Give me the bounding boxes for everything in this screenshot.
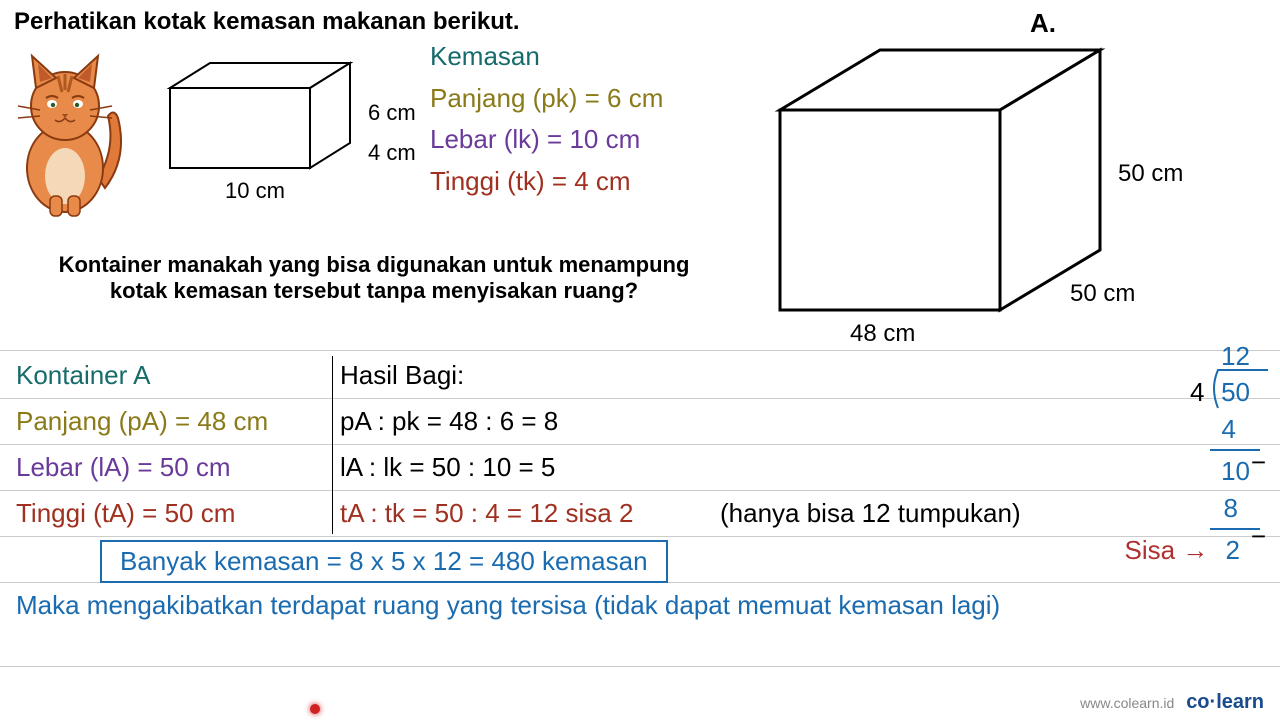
lebar-la: Lebar (lA) = 50 cm bbox=[16, 452, 231, 483]
question-line2: kotak kemasan tersebut tanpa menyisakan … bbox=[14, 278, 734, 304]
row-line bbox=[0, 398, 1280, 399]
small-box-height-label: 6 cm bbox=[368, 100, 416, 126]
kemasan-lebar: Lebar (lk) = 10 cm bbox=[430, 119, 663, 161]
row-line bbox=[0, 536, 1280, 537]
div-tinggi: tA : tk = 50 : 4 = 12 sisa 2 bbox=[340, 498, 633, 529]
div-panjang: pA : pk = 48 : 6 = 8 bbox=[340, 406, 558, 437]
long-division: 12 4 50 4 − 10 8 − Sisa → 2 bbox=[1120, 338, 1260, 568]
question-line1: Kontainer manakah yang bisa digunakan un… bbox=[14, 252, 734, 278]
minus-sign: − bbox=[1251, 444, 1266, 480]
row-line bbox=[0, 490, 1280, 491]
minus-sign: − bbox=[1251, 518, 1266, 554]
kemasan-tinggi: Tinggi (tk) = 4 cm bbox=[430, 161, 663, 203]
kontainer-a-label: Kontainer A bbox=[16, 360, 150, 391]
small-box-width-label: 10 cm bbox=[225, 178, 285, 204]
row-line bbox=[0, 666, 1280, 667]
cursor-dot-icon bbox=[310, 704, 320, 714]
main-title: Perhatikan kotak kemasan makanan berikut… bbox=[14, 8, 520, 36]
question-text: Kontainer manakah yang bisa digunakan un… bbox=[14, 252, 734, 304]
kemasan-title: Kemasan bbox=[430, 36, 663, 78]
row-line bbox=[0, 444, 1280, 445]
watermark-url: www.colearn.id bbox=[1080, 695, 1174, 711]
ld-remainder: 2 bbox=[1226, 535, 1240, 565]
ld-step2: 10 bbox=[1120, 453, 1260, 489]
ld-step1: 4 bbox=[1120, 411, 1260, 447]
big-box-width-label: 48 cm bbox=[850, 320, 915, 348]
row-line bbox=[0, 350, 1280, 351]
watermark-brand: co·learn bbox=[1186, 691, 1264, 713]
result-box: Banyak kemasan = 8 x 5 x 12 = 480 kemasa… bbox=[100, 540, 668, 583]
ld-bracket-icon bbox=[1208, 368, 1268, 412]
hasil-bagi-label: Hasil Bagi: bbox=[340, 360, 464, 391]
sisa-label: Sisa → bbox=[1124, 535, 1208, 565]
ld-divisor: 4 bbox=[1190, 374, 1204, 410]
div-tinggi-note: (hanya bisa 12 tumpukan) bbox=[720, 498, 1021, 529]
tinggi-ta: Tinggi (tA) = 50 cm bbox=[16, 498, 235, 529]
watermark: www.colearn.id co·learn bbox=[1080, 691, 1264, 714]
panjang-pa: Panjang (pA) = 48 cm bbox=[16, 406, 268, 437]
big-box-depth-label: 50 cm bbox=[1070, 280, 1135, 308]
kemasan-list: Kemasan Panjang (pk) = 6 cm Lebar (lk) =… bbox=[430, 36, 663, 202]
cat-illustration bbox=[10, 48, 130, 218]
big-box-height-label: 50 cm bbox=[1118, 160, 1183, 188]
vertical-separator bbox=[332, 356, 333, 534]
conclusion: Maka mengakibatkan terdapat ruang yang t… bbox=[16, 590, 1000, 621]
small-box-depth-label: 4 cm bbox=[368, 140, 416, 166]
div-lebar: lA : lk = 50 : 10 = 5 bbox=[340, 452, 555, 483]
kemasan-panjang: Panjang (pk) = 6 cm bbox=[430, 78, 663, 120]
ld-step3: 8 bbox=[1120, 490, 1260, 526]
answer-label: A. bbox=[1030, 8, 1056, 39]
